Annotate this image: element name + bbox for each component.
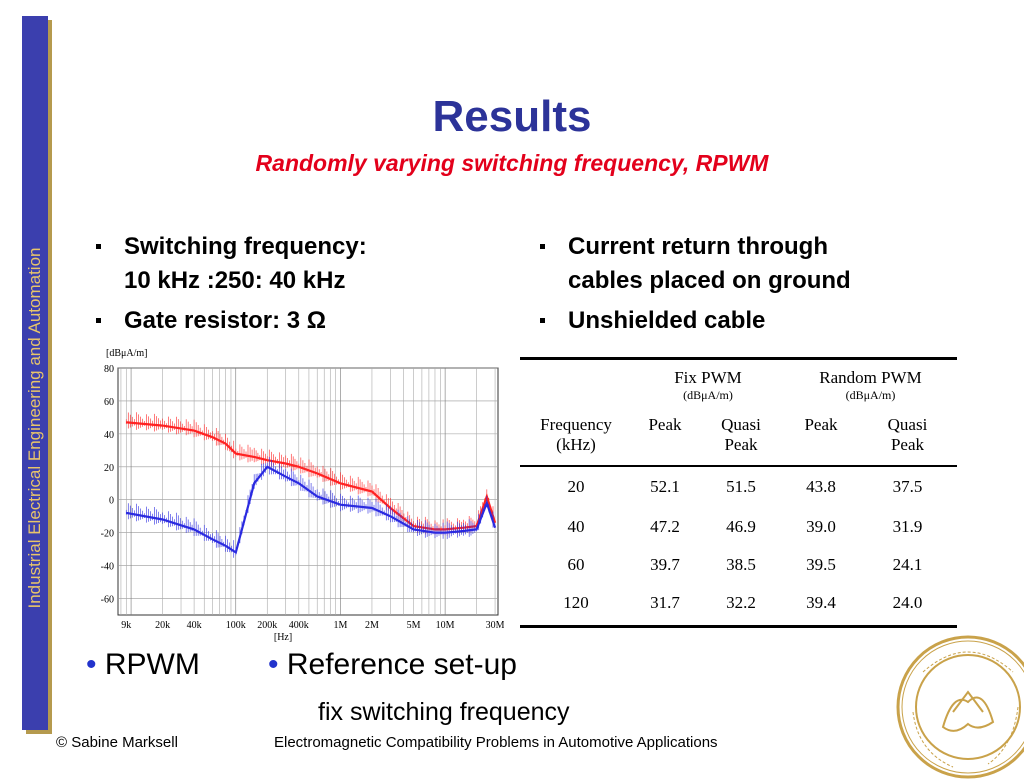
table-row: 40 47.2 46.9 39.0 31.9 [520,506,957,548]
table-row: 120 31.7 32.2 39.4 24.0 [520,582,957,628]
cell-random-peak: 43.8 [806,476,836,496]
sidebar-bar [22,16,48,730]
bullet-text: Current return through [568,233,828,260]
y-tick-label: 20 [104,463,114,474]
col-peak-random: Peak [804,415,838,434]
cell-random-peak: 39.5 [806,555,836,574]
footer-author: © Sabine Marksell [56,734,178,751]
y-tick-label: 80 [104,364,114,375]
table-group-header-row: Fix PWM Random PWM [520,357,957,388]
cell-random-quasi: 31.9 [892,517,923,536]
group-fix-pwm: Fix PWM [632,357,784,388]
bullet-text: 10 kHz :250: 40 kHz [124,267,346,294]
bullet-text: Gate resistor: 3 Ω [124,307,326,334]
table-unit-row: (dBμA/m) (dBμA/m) [520,388,957,415]
table-column-header-row-2: (kHz) Peak Peak [520,435,957,467]
bullet-dot-icon: • [86,648,97,681]
col-quasi-random: Quasi [858,415,957,435]
col-peak-fix: Peak [648,415,682,434]
square-bullet-icon [540,318,545,323]
bullet-unshielded-cable: Unshielded cable [530,304,950,338]
cell-fix-peak: 31.7 [632,582,698,628]
col-quasi-fix-label-2: Peak [698,435,784,467]
square-bullet-icon [96,318,101,323]
bullet-text: cables placed on ground [568,267,851,294]
group-random-pwm: Random PWM [784,357,957,388]
bullet-current-return: Current return through cables placed on … [530,230,950,298]
bullet-switching-frequency: Switching frequency: 10 kHz :250: 40 kHz [86,230,496,298]
results-table: Fix PWM Random PWM (dBμA/m) (dBμA/m) Fre… [520,357,957,628]
page-title: Results [432,92,592,141]
footer-course: Electromagnetic Compatibility Problems i… [274,734,718,751]
page-subtitle: Randomly varying switching frequency, RP… [255,150,769,176]
series-noise-2 [125,456,494,558]
x-tick-label: 20k [155,620,170,631]
bullet-text: Unshielded cable [568,307,766,334]
legend-rpwm: • RPWM [86,648,200,682]
legend-rpwm-label: RPWM [104,648,200,681]
chart-svg: 80 60 40 20 0 -20 -40 -60 9k 20k 40k 100k 200k 400k 1M… [101,348,504,643]
x-tick-label: 2M [365,620,379,631]
col-frequency-label: Frequency [540,415,612,434]
col-frequency-unit: (kHz) [520,435,632,467]
cell-random-quasi: 24.0 [858,582,957,628]
left-bullet-list: Switching frequency: 10 kHz :250: 40 kHz… [86,230,496,338]
cell-random-peak: 39.4 [784,582,858,628]
x-tick-label: 400k [289,620,309,631]
col-frequency: Frequency [520,415,632,435]
cell-frequency: 120 [520,582,632,628]
bullet-dot-icon: • [268,648,279,681]
legend-reference: • Reference set-up [268,648,517,682]
x-tick-label: 30M [486,620,504,631]
cell-fix-peak: 52.1 [650,476,680,496]
cell-random-quasi: 37.5 [892,476,923,496]
legend-note: fix switching frequency [318,698,570,726]
emission-spectrum-chart: 80 60 40 20 0 -20 -40 -60 9k 20k 40k 100k 200k 400k 1M… [94,343,504,645]
cell-random-peak: 39.0 [806,517,836,536]
x-tick-label: 200k [257,620,277,631]
cell-frequency: 40 [567,517,585,536]
cell-fix-quasi: 46.9 [726,517,756,536]
x-tick-label: 5M [407,620,421,631]
square-bullet-icon [540,244,545,249]
cell-fix-quasi: 51.5 [726,476,756,496]
y-tick-label: 60 [104,397,114,408]
square-bullet-icon [96,244,101,249]
unit-fix: (dBμA/m) [683,388,733,402]
x-tick-label: 100k [226,620,246,631]
right-bullet-list: Current return through cables placed on … [530,230,950,338]
university-seal-logo [896,635,1024,779]
cell-random-quasi: 24.1 [892,555,923,574]
unit-random: (dBμA/m) [845,388,896,402]
col-quasi-fix-label: Quasi [721,415,761,434]
cell-frequency: 60 [567,555,585,574]
col-quasi-fix: Quasi [698,415,784,435]
sidebar-label: Industrial Electrical Engineering and Au… [25,247,44,609]
table-row: 20 52.1 51.5 43.8 37.5 [520,466,957,506]
table-row: 60 39.7 38.5 39.5 24.1 [520,548,957,582]
x-axis-label: [Hz] [274,632,292,643]
y-tick-label: -40 [101,562,114,573]
plot-frame [117,367,499,616]
cell-fix-peak: 47.2 [650,517,680,536]
y-tick-label: -20 [101,529,114,540]
x-tick-label: 10M [436,620,455,631]
cell-fix-quasi: 38.5 [726,555,756,574]
y-axis-label: [dBμA/m] [106,348,147,359]
x-tick-label: 40k [187,620,202,631]
col-quasi-random-label-2: Peak [858,435,957,467]
cell-frequency: 20 [567,476,585,496]
col-quasi-random-label: Quasi [887,415,928,434]
y-tick-label: 40 [104,430,114,441]
table-column-header-row: Frequency Peak Quasi Peak Quasi [520,415,957,435]
bullet-text: Switching frequency: [124,233,367,260]
bullet-gate-resistor: Gate resistor: 3 Ω [86,304,496,338]
cell-fix-peak: 39.7 [650,555,680,574]
x-tick-label: 1M [333,620,347,631]
y-tick-label: 0 [109,496,114,507]
y-tick-label: -60 [101,595,114,606]
x-tick-label: 9k [121,620,131,631]
cell-fix-quasi: 32.2 [698,582,784,628]
legend-reference-label: Reference set-up [286,648,517,681]
